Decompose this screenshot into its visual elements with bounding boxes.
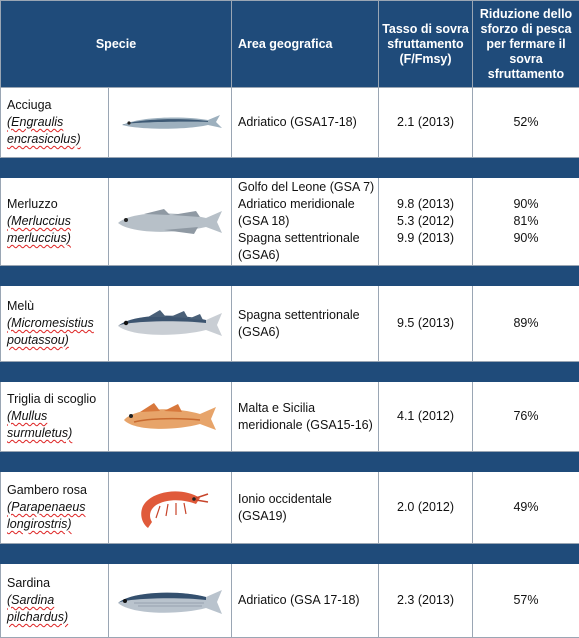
row-separator: [1, 158, 579, 178]
rate-cell: 2.0 (2012): [379, 472, 473, 544]
species-common: Triglia di scoglio: [7, 391, 108, 408]
rate-cell: 4.1 (2012): [379, 382, 473, 452]
red-mullet-illustration: [109, 382, 232, 452]
reduction-cell: 76%: [473, 382, 579, 452]
header-rate: Tasso di sovra sfruttamento (F/Fmsy): [379, 1, 473, 88]
row-separator: [1, 266, 579, 286]
row-separator: [1, 452, 579, 472]
row-separator: [1, 544, 579, 564]
rate-cell: 9.8 (2013) 5.3 (2012) 9.9 (2013): [379, 178, 473, 266]
species-scientific: (Mullus surmuletus): [7, 408, 108, 442]
species-cell: Merluzzo (Merluccius merluccius): [1, 178, 109, 266]
reduction-cell: 49%: [473, 472, 579, 544]
reduction-cell: 52%: [473, 88, 579, 158]
header-reduction: Riduzione dello sforzo di pesca per ferm…: [473, 1, 579, 88]
table-row: Acciuga (Engraulis encrasicolus) Adriati…: [1, 88, 579, 158]
area-cell: Ionio occidentale (GSA19): [232, 472, 379, 544]
row-separator: [1, 362, 579, 382]
species-common: Melù: [7, 298, 108, 315]
species-common: Sardina: [7, 575, 108, 592]
species-cell: Sardina (Sardina pilchardus): [1, 564, 109, 638]
table-row: Triglia di scoglio (Mullus surmuletus) M…: [1, 382, 579, 452]
rate-cell: 9.5 (2013): [379, 286, 473, 362]
species-cell: Melù (Micromesistius poutassou): [1, 286, 109, 362]
species-cell: Acciuga (Engraulis encrasicolus): [1, 88, 109, 158]
species-scientific: (Micromesistius poutassou): [7, 315, 108, 349]
species-cell: Gambero rosa (Parapenaeus longirostris): [1, 472, 109, 544]
hake-illustration: [109, 178, 232, 266]
table-row: Merluzzo (Merluccius merluccius) Golfo d…: [1, 178, 579, 266]
reduction-cell: 89%: [473, 286, 579, 362]
shrimp-illustration: [109, 472, 232, 544]
reduction-cell: 57%: [473, 564, 579, 638]
table-row: Gambero rosa (Parapenaeus longirostris) …: [1, 472, 579, 544]
table-row: Melù (Micromesistius poutassou) Spagna s…: [1, 286, 579, 362]
area-cell: Malta e Sicilia meridionale (GSA15-16): [232, 382, 379, 452]
species-scientific: (Engraulis encrasicolus): [7, 114, 108, 148]
rate-cell: 2.1 (2013): [379, 88, 473, 158]
header-species: Specie: [1, 1, 232, 88]
header-area: Area geografica: [232, 1, 379, 88]
species-common: Acciuga: [7, 97, 108, 114]
area-cell: Golfo del Leone (GSA 7) Adriatico meridi…: [232, 178, 379, 266]
area-cell: Spagna settentrionale (GSA6): [232, 286, 379, 362]
species-scientific: (Parapenaeus longirostris): [7, 499, 108, 533]
anchovy-illustration: [109, 88, 232, 158]
table-row: Sardina (Sardina pilchardus) Adriatico (…: [1, 564, 579, 638]
species-scientific: (Merluccius merluccius): [7, 213, 108, 247]
sardine-illustration: [109, 564, 232, 638]
area-cell: Adriatico (GSA17-18): [232, 88, 379, 158]
blue-whiting-illustration: [109, 286, 232, 362]
table-header: Specie Area geografica Tasso di sovra sf…: [1, 1, 579, 88]
area-cell: Adriatico (GSA 17-18): [232, 564, 379, 638]
rate-cell: 2.3 (2013): [379, 564, 473, 638]
species-common: Merluzzo: [7, 196, 108, 213]
reduction-cell: 90% 81% 90%: [473, 178, 579, 266]
species-common: Gambero rosa: [7, 482, 108, 499]
species-scientific: (Sardina pilchardus): [7, 592, 108, 626]
species-cell: Triglia di scoglio (Mullus surmuletus): [1, 382, 109, 452]
